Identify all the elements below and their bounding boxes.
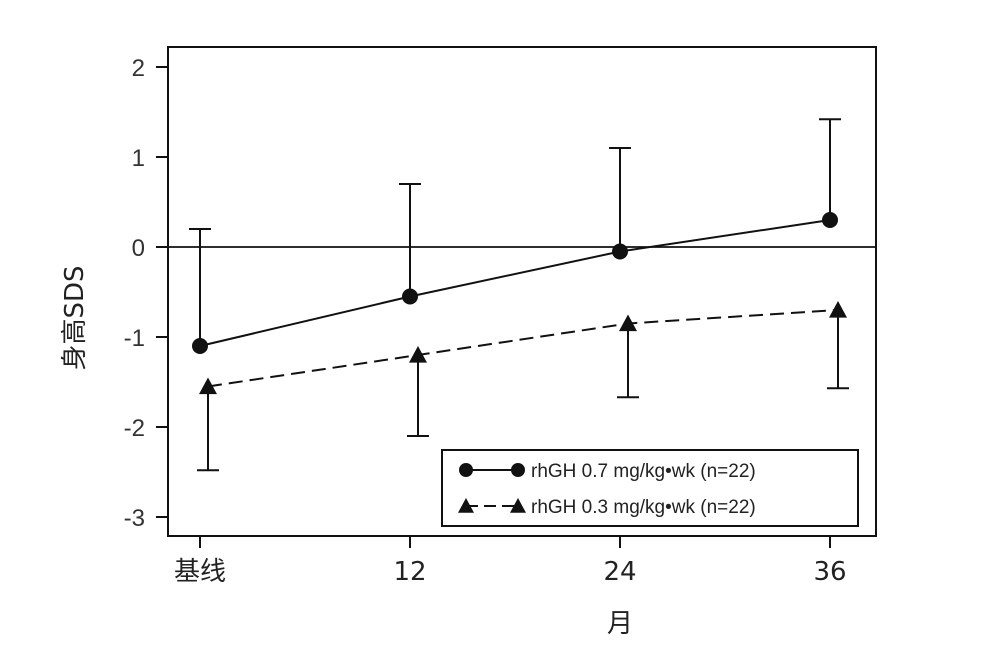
legend-entry-2: rhGH 0.3 mg/kg•wk (n=22) — [458, 497, 756, 518]
x-tick-label: 12 — [393, 557, 426, 587]
legend-entry-1: rhGH 0.7 mg/kg•wk (n=22) — [459, 461, 756, 482]
x-tick-label: 基线 — [174, 557, 226, 587]
legend-marker — [459, 463, 473, 477]
legend-label: rhGH 0.7 mg/kg•wk (n=22) — [531, 461, 756, 482]
y-tick-label: 0 — [132, 235, 145, 262]
legend-marker — [511, 463, 525, 477]
legend: rhGH 0.7 mg/kg•wk (n=22) rhGH 0.3 mg/kg•w… — [441, 449, 859, 527]
series-1 — [189, 118, 841, 354]
legend-label: rhGH 0.3 mg/kg•wk (n=22) — [531, 497, 756, 518]
y-tick-label: 2 — [132, 55, 145, 82]
x-axis: 基线 12 24 36 — [174, 536, 847, 587]
data-point — [822, 212, 838, 228]
series-layer — [189, 118, 849, 472]
y-tick-label: 1 — [132, 145, 145, 172]
data-point — [829, 301, 847, 318]
series-line — [199, 219, 831, 347]
y-axis: 2 1 0 -1 -2 -3 — [124, 55, 168, 532]
legend-marker — [510, 498, 526, 513]
data-point — [402, 288, 418, 305]
y-tick-label: -3 — [124, 505, 145, 532]
x-tick-label: 24 — [603, 557, 636, 587]
data-point — [619, 314, 637, 332]
x-axis-label: 月 — [607, 609, 633, 639]
data-point — [199, 377, 217, 395]
legend-box — [441, 449, 859, 527]
data-point — [409, 346, 427, 363]
y-axis-label: 身高SDS — [60, 265, 90, 370]
series-2 — [197, 301, 849, 472]
x-tick-label: 36 — [813, 557, 846, 587]
legend-marker — [458, 498, 474, 513]
data-point — [192, 338, 208, 354]
y-tick-label: -2 — [124, 415, 145, 442]
data-point — [612, 243, 628, 260]
y-tick-label: -1 — [124, 325, 145, 352]
plot-frame — [167, 46, 877, 537]
series-line — [207, 309, 839, 388]
